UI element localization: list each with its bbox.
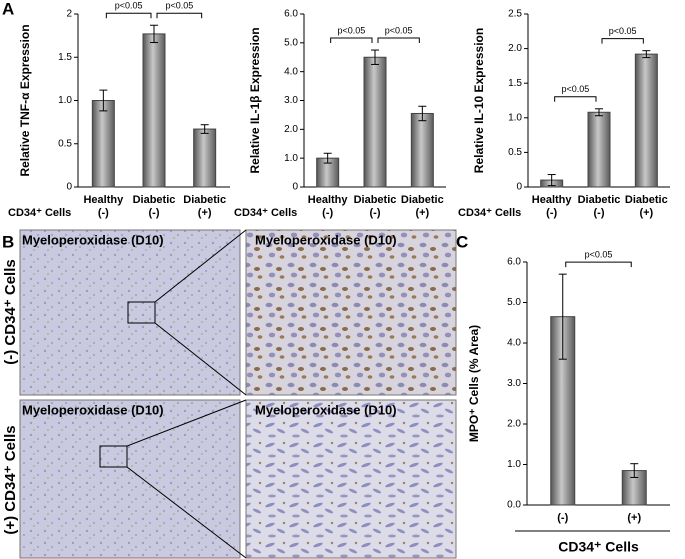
bar	[193, 128, 217, 188]
y-tick-label: 3.0	[284, 95, 298, 106]
annotation: p<0.05	[115, 1, 143, 11]
annotation: p<0.05	[609, 26, 637, 36]
x-tick-label: Healthy	[83, 194, 124, 206]
y-tick-label: 0	[66, 182, 72, 193]
x-tick-label: Diabetic	[625, 194, 668, 206]
y-tick-label: 0.5	[508, 147, 522, 158]
x-tick-sublabel: (-)	[322, 207, 333, 219]
y-tick-label: 2.0	[284, 124, 298, 135]
x-tick-sublabel: (-)	[149, 207, 160, 219]
row-label: CD34⁺ Cells	[458, 207, 521, 219]
x-tick-sublabel: (+)	[415, 207, 429, 219]
y-tick-label: 6.0	[507, 257, 521, 268]
x-tick-label: Diabetic	[183, 194, 226, 206]
annotation: p<0.05	[385, 25, 413, 35]
panel-label: C	[456, 232, 468, 251]
stain-label: Myeloperoxidase (D10)	[255, 402, 397, 417]
micrograph	[19, 229, 241, 396]
stain-label: Myeloperoxidase (D10)	[255, 232, 397, 247]
stain-label: Myeloperoxidase (D10)	[22, 232, 164, 247]
y-tick-label: 4.0	[507, 338, 521, 349]
bar	[587, 111, 611, 188]
x-tick-label: (-)	[557, 512, 568, 524]
significance-bracket	[601, 38, 644, 44]
bar	[142, 33, 166, 188]
y-tick-label: 5.0	[284, 37, 298, 48]
y-tick-label: 2.0	[507, 419, 521, 430]
significance-bracket	[377, 37, 420, 44]
x-tick-sublabel: (+)	[639, 207, 653, 219]
y-tick-label: 6.0	[284, 9, 298, 20]
panel-label: B	[2, 232, 14, 251]
x-axis-label: CD34⁺ Cells	[558, 539, 639, 555]
x-tick-label: Healthy	[308, 194, 349, 206]
y-tick-label: 5.0	[507, 297, 521, 308]
annotation: p<0.05	[561, 84, 589, 94]
significance-bracket	[565, 261, 632, 268]
bar	[91, 100, 115, 188]
x-tick-label: (+)	[627, 512, 641, 524]
significance-bracket	[156, 12, 203, 19]
y-tick-label: 1.0	[508, 112, 522, 123]
x-tick-label: Healthy	[532, 194, 573, 206]
row-label: (-) CD34⁺ Cells	[2, 259, 19, 364]
y-axis-label: MPO⁺ Cells (% Area)	[467, 325, 481, 442]
zoom-line	[126, 399, 247, 447]
zoom-line	[154, 322, 247, 396]
row-label: CD34⁺ Cells	[234, 207, 297, 219]
bar	[363, 56, 387, 188]
stain-label: Myeloperoxidase (D10)	[22, 402, 164, 417]
y-tick-label: 0	[516, 182, 522, 193]
annotation: p<0.05	[585, 250, 613, 260]
bar	[410, 112, 434, 188]
y-tick-label: 4.0	[284, 66, 298, 77]
y-tick-label: 1.5	[58, 52, 72, 63]
y-tick-label: 0	[292, 182, 298, 193]
annotation: p<0.05	[337, 25, 365, 35]
y-tick-label: 2.5	[508, 9, 522, 20]
y-tick-label: 1.0	[58, 95, 72, 106]
significance-bracket	[330, 37, 373, 44]
x-tick-label: Diabetic	[354, 194, 397, 206]
y-tick-label: 1.5	[508, 78, 522, 89]
y-tick-label: 2	[66, 9, 72, 20]
zoom-box	[127, 301, 156, 324]
micrograph	[19, 399, 241, 559]
y-tick-label: 2.0	[508, 43, 522, 54]
y-tick-label: 0.0	[507, 500, 521, 511]
significance-bracket	[105, 12, 152, 19]
y-tick-label: 1.0	[284, 153, 298, 164]
y-axis-label: Relative IL-1β Expression	[248, 27, 262, 173]
y-axis-label: Relative IL-10 Expression	[472, 28, 486, 173]
micrograph	[245, 399, 457, 559]
bar	[634, 53, 658, 188]
x-tick-label: Diabetic	[133, 194, 176, 206]
row-label: (+) CD34⁺ Cells	[2, 425, 19, 534]
x-tick-sublabel: (-)	[594, 207, 605, 219]
x-tick-label: Diabetic	[401, 194, 444, 206]
zoom-line	[154, 229, 247, 303]
x-tick-sublabel: (+)	[198, 207, 212, 219]
zoom-box	[99, 445, 128, 468]
micrograph	[245, 229, 457, 396]
y-axis-label: Relative TNF-α Expression	[18, 24, 32, 176]
x-tick-sublabel: (-)	[370, 207, 381, 219]
row-label: CD34⁺ Cells	[8, 207, 71, 219]
y-tick-label: 3.0	[507, 378, 521, 389]
y-tick-label: 0.5	[58, 138, 72, 149]
significance-bracket	[554, 96, 597, 102]
x-tick-label: Diabetic	[578, 194, 621, 206]
x-tick-sublabel: (-)	[98, 207, 109, 219]
x-tick-sublabel: (-)	[546, 207, 557, 219]
panel-label: A	[2, 0, 14, 18]
y-tick-label: 1.0	[507, 459, 521, 470]
micrographs: Myeloperoxidase (D10) Myeloperoxidase (D…	[2, 229, 457, 559]
annotation: p<0.05	[165, 1, 193, 11]
zoom-line	[126, 466, 247, 559]
